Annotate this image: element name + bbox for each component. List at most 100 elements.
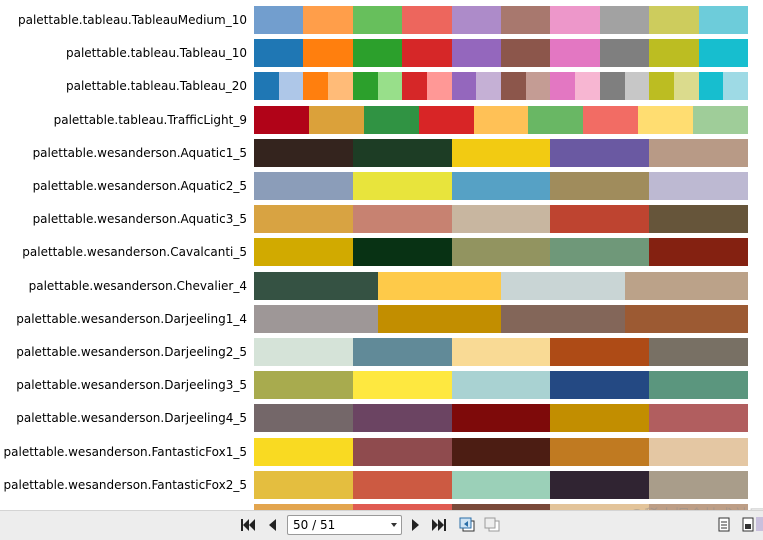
color-swatch — [328, 72, 353, 100]
color-swatch — [649, 139, 748, 167]
palette-label: palettable.wesanderson.Chevalier_4 — [28, 279, 247, 293]
first-page-button[interactable] — [238, 515, 258, 535]
color-swatch — [649, 238, 748, 266]
sidebar-tab[interactable] — [756, 517, 763, 531]
palette-label: palettable.tableau.TrafficLight_9 — [53, 113, 247, 127]
chevron-down-icon — [391, 523, 397, 527]
color-swatch — [649, 72, 674, 100]
color-swatch — [624, 72, 650, 100]
color-swatch — [254, 504, 304, 510]
color-swatch — [649, 338, 748, 366]
color-swatch — [352, 6, 403, 34]
pdf-toolbar: 50 / 51 — [0, 510, 763, 540]
palette-swatch-bar — [254, 72, 749, 100]
palette-swatch-bar — [254, 504, 749, 510]
page-layout-button[interactable] — [738, 515, 758, 535]
color-swatch — [473, 106, 529, 134]
color-swatch — [303, 504, 353, 510]
palette-row: palettable.tableau.Tableau_20 — [0, 72, 763, 100]
color-swatch — [673, 72, 699, 100]
color-swatch — [352, 504, 403, 510]
color-swatch — [501, 504, 551, 510]
color-swatch — [525, 72, 551, 100]
document-view-button[interactable] — [714, 515, 734, 535]
color-swatch — [501, 6, 551, 34]
palette-swatch-bar — [254, 438, 748, 466]
color-swatch — [352, 371, 452, 399]
color-swatch — [352, 438, 452, 466]
palette-row: palettable.wesanderson.Darjeeling3_5 — [0, 371, 763, 399]
color-swatch — [550, 471, 650, 499]
palette-row: palettable.wesanderson.Darjeeling2_5 — [0, 338, 763, 366]
color-swatch — [303, 72, 329, 100]
color-swatch — [402, 39, 452, 67]
palette-row: palettable.tableau.TableauMedium_10 — [0, 6, 763, 34]
color-swatch — [418, 106, 474, 134]
color-swatch — [599, 72, 625, 100]
palette-row: palettable.wesanderson.Darjeeling4_5 — [0, 404, 763, 432]
color-swatch — [698, 39, 749, 67]
previous-page-icon — [269, 519, 276, 531]
color-swatch — [550, 139, 650, 167]
palette-swatch-bar — [254, 371, 748, 399]
color-swatch — [352, 39, 403, 67]
color-swatch — [254, 6, 304, 34]
color-swatch — [550, 72, 576, 100]
palette-swatch-bar — [254, 39, 749, 67]
fit-page-icon — [459, 517, 475, 532]
palette-swatch-bar — [254, 139, 748, 167]
color-swatch — [352, 471, 452, 499]
color-swatch — [254, 471, 353, 499]
color-swatch — [550, 404, 650, 432]
page-number-select[interactable]: 50 / 51 — [287, 515, 402, 535]
rotate-page-button[interactable] — [482, 515, 502, 535]
document-view-icon — [718, 517, 730, 532]
color-swatch — [583, 106, 639, 134]
color-swatch — [599, 504, 650, 510]
color-swatch — [254, 338, 353, 366]
palette-swatch-bar — [254, 338, 748, 366]
last-page-button[interactable] — [429, 515, 449, 535]
palette-label: palettable.wesanderson.Darjeeling4_5 — [16, 411, 247, 425]
palette-label: palettable.wesanderson.Aquatic3_5 — [32, 212, 247, 226]
color-swatch — [254, 106, 309, 134]
color-swatch — [550, 6, 600, 34]
palette-label: palettable.wesanderson.Aquatic1_5 — [32, 146, 247, 160]
palette-label: palettable.wesanderson.Aquatic2_5 — [32, 179, 247, 193]
color-swatch — [254, 238, 353, 266]
palette-swatch-bar — [254, 238, 748, 266]
color-swatch — [254, 39, 304, 67]
palette-label: palettable.tableau.Tableau_10 — [65, 46, 247, 60]
color-swatch — [254, 404, 353, 432]
color-swatch — [352, 172, 452, 200]
color-swatch — [377, 305, 501, 333]
color-swatch — [550, 438, 650, 466]
first-page-icon — [241, 519, 255, 531]
color-swatch — [649, 205, 748, 233]
color-swatch — [451, 504, 502, 510]
color-swatch — [624, 305, 748, 333]
color-swatch — [352, 139, 452, 167]
color-swatch — [451, 6, 502, 34]
previous-page-button[interactable] — [262, 515, 282, 535]
palette-swatch-bar — [254, 305, 748, 333]
next-page-button[interactable] — [406, 515, 426, 535]
color-swatch — [649, 371, 748, 399]
color-swatch — [254, 172, 353, 200]
palette-row: palettable.wesanderson.FantasticFox2_5 — [0, 471, 763, 499]
color-swatch — [649, 404, 748, 432]
color-swatch — [451, 438, 551, 466]
fit-page-button[interactable] — [457, 515, 477, 535]
palette-swatch-bar — [254, 404, 748, 432]
palette-row: palettable.wesanderson.Cavalcanti_5 — [0, 238, 763, 266]
color-swatch — [254, 305, 378, 333]
palette-label: palettable.wesanderson.Darjeeling2_5 — [16, 345, 247, 359]
color-swatch — [352, 404, 452, 432]
palette-row: palettable.wesanderson.Darjeeling1_4 — [0, 305, 763, 333]
color-swatch — [377, 72, 403, 100]
color-swatch — [451, 72, 477, 100]
color-swatch — [698, 6, 749, 34]
rotate-page-icon — [484, 517, 500, 532]
color-swatch — [352, 338, 452, 366]
